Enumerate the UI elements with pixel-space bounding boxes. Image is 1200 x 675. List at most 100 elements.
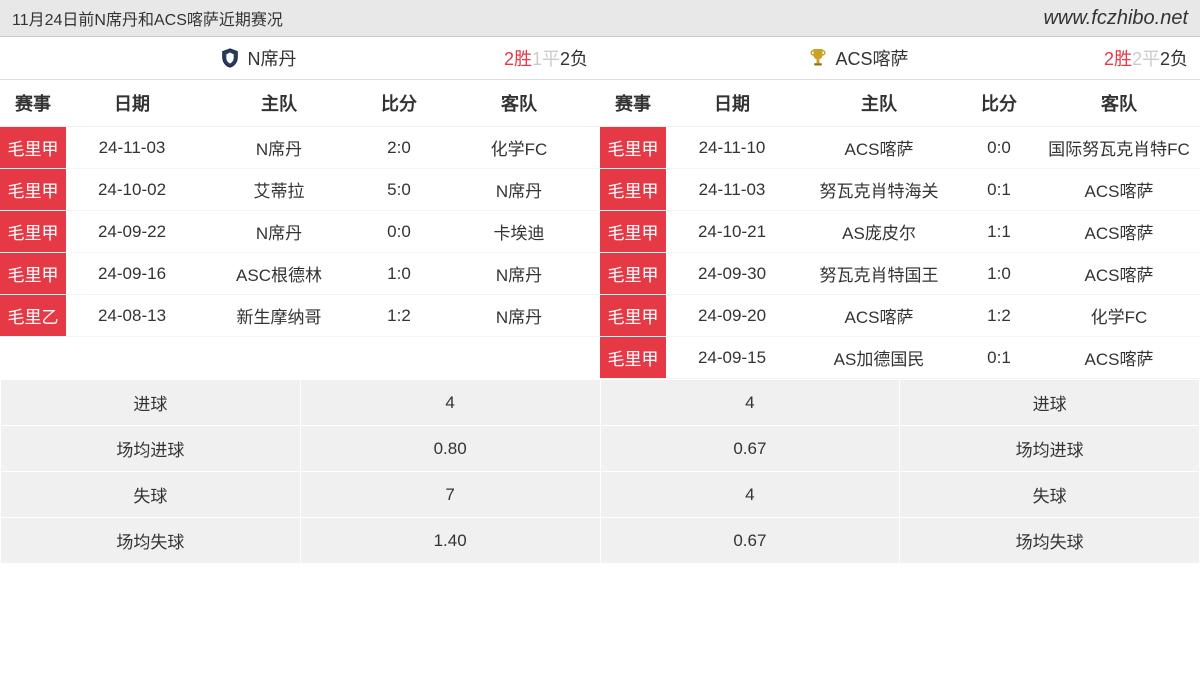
table-row: 毛里甲24-11-10ACS喀萨0:0国际努瓦克肖特FC <box>600 127 1200 169</box>
score-cell: 1:2 <box>960 295 1038 337</box>
table-row: 毛里甲24-10-02艾蒂拉5:0N席丹 <box>0 169 600 211</box>
away-team-cell: N席丹 <box>438 253 600 295</box>
stats-cell: 场均失球 <box>900 518 1200 564</box>
away-team-cell: ACS喀萨 <box>1038 211 1200 253</box>
score-cell: 5:0 <box>360 169 438 211</box>
score-cell: 1:1 <box>960 211 1038 253</box>
away-team-cell: ACS喀萨 <box>1038 169 1200 211</box>
team-b-matches-table: 赛事 日期 主队 比分 客队 毛里甲24-11-10ACS喀萨0:0国际努瓦克肖… <box>600 80 1200 379</box>
stats-cell: 7 <box>300 472 600 518</box>
team-a-section: N席丹 2胜1平2负 赛事 日期 主队 比分 客队 毛里甲24-11-03N席丹… <box>0 37 600 379</box>
table-row: 毛里乙24-08-13新生摩纳哥1:2N席丹 <box>0 295 600 337</box>
stats-row: 失球74失球 <box>1 472 1200 518</box>
competition-cell: 毛里甲 <box>600 127 666 169</box>
stats-row: 进球44进球 <box>1 380 1200 426</box>
stats-cell: 0.80 <box>300 426 600 472</box>
competition-cell: 毛里甲 <box>600 211 666 253</box>
stats-cell: 进球 <box>900 380 1200 426</box>
score-cell: 1:0 <box>960 253 1038 295</box>
score-cell: 0:1 <box>960 337 1038 379</box>
site-url: www.fczhibo.net <box>1043 7 1188 30</box>
away-team-cell: 卡埃迪 <box>438 211 600 253</box>
col-home: 主队 <box>198 80 360 127</box>
score-cell: 0:0 <box>360 211 438 253</box>
table-row: 毛里甲24-09-30努瓦克肖特国王1:0ACS喀萨 <box>600 253 1200 295</box>
competition-cell: 毛里甲 <box>600 169 666 211</box>
score-cell: 1:2 <box>360 295 438 337</box>
home-team-cell: AS加德国民 <box>798 337 960 379</box>
home-team-cell: ACS喀萨 <box>798 295 960 337</box>
col-comp: 赛事 <box>0 80 66 127</box>
away-team-cell: 化学FC <box>438 127 600 169</box>
home-team-cell: 新生摩纳哥 <box>198 295 360 337</box>
stats-cell: 4 <box>600 380 900 426</box>
stats-row: 场均进球0.800.67场均进球 <box>1 426 1200 472</box>
competition-cell: 毛里甲 <box>0 127 66 169</box>
col-comp: 赛事 <box>600 80 666 127</box>
col-date: 日期 <box>666 80 798 127</box>
main-container: N席丹 2胜1平2负 赛事 日期 主队 比分 客队 毛里甲24-11-03N席丹… <box>0 37 1200 379</box>
date-cell: 24-09-16 <box>66 253 198 295</box>
score-cell: 0:0 <box>960 127 1038 169</box>
table-row: 毛里甲24-09-16ASC根德林1:0N席丹 <box>0 253 600 295</box>
table-row: 毛里甲24-11-03N席丹2:0化学FC <box>0 127 600 169</box>
home-team-cell: ACS喀萨 <box>798 127 960 169</box>
date-cell: 24-11-10 <box>666 127 798 169</box>
score-cell: 1:0 <box>360 253 438 295</box>
stats-cell: 0.67 <box>600 426 900 472</box>
stats-cell: 4 <box>300 380 600 426</box>
home-team-cell: ASC根德林 <box>198 253 360 295</box>
col-away: 客队 <box>438 80 600 127</box>
competition-cell: 毛里甲 <box>0 253 66 295</box>
away-team-cell: N席丹 <box>438 169 600 211</box>
team-a-header: N席丹 2胜1平2负 <box>0 37 600 80</box>
table-header-row: 赛事 日期 主队 比分 客队 <box>600 80 1200 127</box>
table-row: 毛里甲24-09-15AS加德国民0:1ACS喀萨 <box>600 337 1200 379</box>
away-team-cell: 国际努瓦克肖特FC <box>1038 127 1200 169</box>
shield-icon <box>219 47 241 69</box>
date-cell: 24-11-03 <box>66 127 198 169</box>
table-row: 毛里甲24-10-21AS庞皮尔1:1ACS喀萨 <box>600 211 1200 253</box>
competition-cell: 毛里甲 <box>600 337 666 379</box>
stats-table: 进球44进球场均进球0.800.67场均进球失球74失球场均失球1.400.67… <box>0 379 1200 564</box>
stats-cell: 失球 <box>900 472 1200 518</box>
stats-cell: 0.67 <box>600 518 900 564</box>
date-cell: 24-10-21 <box>666 211 798 253</box>
away-team-cell: 化学FC <box>1038 295 1200 337</box>
stats-cell: 场均进球 <box>900 426 1200 472</box>
team-a-name: N席丹 <box>247 45 296 71</box>
col-date: 日期 <box>66 80 198 127</box>
home-team-cell: N席丹 <box>198 127 360 169</box>
team-b-name: ACS喀萨 <box>835 45 908 71</box>
score-cell: 2:0 <box>360 127 438 169</box>
home-team-cell: 努瓦克肖特国王 <box>798 253 960 295</box>
team-b-header: ACS喀萨 2胜2平2负 <box>600 37 1200 80</box>
date-cell: 24-09-30 <box>666 253 798 295</box>
away-team-cell: ACS喀萨 <box>1038 253 1200 295</box>
team-b-section: ACS喀萨 2胜2平2负 赛事 日期 主队 比分 客队 毛里甲24-11-10A… <box>600 37 1200 379</box>
competition-cell: 毛里甲 <box>0 211 66 253</box>
home-team-cell: AS庞皮尔 <box>798 211 960 253</box>
header-bar: 11月24日前N席丹和ACS喀萨近期赛况 www.fczhibo.net <box>0 0 1200 37</box>
date-cell: 24-09-22 <box>66 211 198 253</box>
home-team-cell: N席丹 <box>198 211 360 253</box>
stats-row: 场均失球1.400.67场均失球 <box>1 518 1200 564</box>
home-team-cell: 艾蒂拉 <box>198 169 360 211</box>
stats-cell: 进球 <box>1 380 301 426</box>
competition-cell: 毛里甲 <box>0 169 66 211</box>
trophy-icon <box>807 47 829 69</box>
table-row: 毛里甲24-09-22N席丹0:0卡埃迪 <box>0 211 600 253</box>
table-row: 毛里甲24-11-03努瓦克肖特海关0:1ACS喀萨 <box>600 169 1200 211</box>
date-cell: 24-09-20 <box>666 295 798 337</box>
col-score: 比分 <box>960 80 1038 127</box>
date-cell: 24-09-15 <box>666 337 798 379</box>
col-score: 比分 <box>360 80 438 127</box>
home-team-cell: 努瓦克肖特海关 <box>798 169 960 211</box>
stats-cell: 1.40 <box>300 518 600 564</box>
col-away: 客队 <box>1038 80 1200 127</box>
table-row: 毛里甲24-09-20ACS喀萨1:2化学FC <box>600 295 1200 337</box>
stats-cell: 4 <box>600 472 900 518</box>
stats-cell: 场均失球 <box>1 518 301 564</box>
competition-cell: 毛里乙 <box>0 295 66 337</box>
competition-cell: 毛里甲 <box>600 253 666 295</box>
